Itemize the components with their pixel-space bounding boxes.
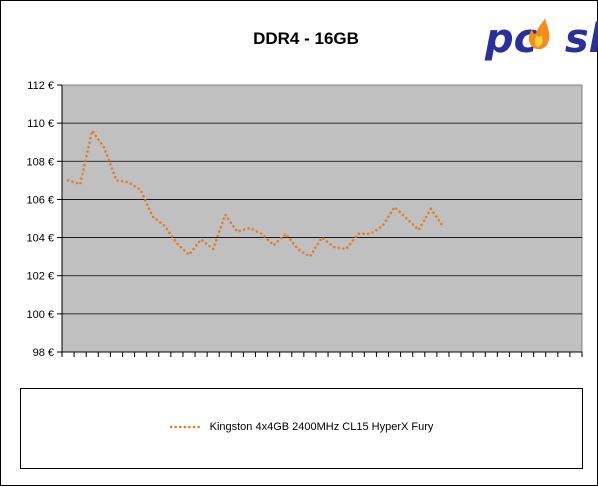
y-tick-label: 102 € bbox=[26, 271, 54, 283]
y-tick-label: 106 € bbox=[26, 194, 54, 206]
plot-area bbox=[62, 85, 582, 352]
legend-swatch bbox=[170, 424, 204, 430]
y-tick-label: 98 € bbox=[33, 347, 54, 359]
y-tick-label: 100 € bbox=[26, 309, 54, 321]
y-axis: 98 € 100 € 102 € 104 € 106 € 108 € 110 € 112 € bbox=[26, 80, 62, 359]
y-tick-label: 104 € bbox=[26, 233, 54, 245]
logo: pcosk bbox=[484, 16, 598, 62]
y-tick-label: 108 € bbox=[26, 156, 54, 168]
chart-title: DDR4 - 16GB bbox=[253, 29, 359, 48]
x-axis bbox=[62, 352, 582, 357]
legend-label: Kingston 4x4GB 2400MHz CL15 HyperX Fury bbox=[210, 421, 434, 433]
y-tick-label: 110 € bbox=[27, 118, 54, 130]
y-tick-label: 112 € bbox=[27, 80, 54, 92]
legend: Kingston 4x4GB 2400MHz CL15 HyperX Fury bbox=[20, 388, 583, 469]
legend-entry: Kingston 4x4GB 2400MHz CL15 HyperX Fury bbox=[21, 421, 582, 433]
